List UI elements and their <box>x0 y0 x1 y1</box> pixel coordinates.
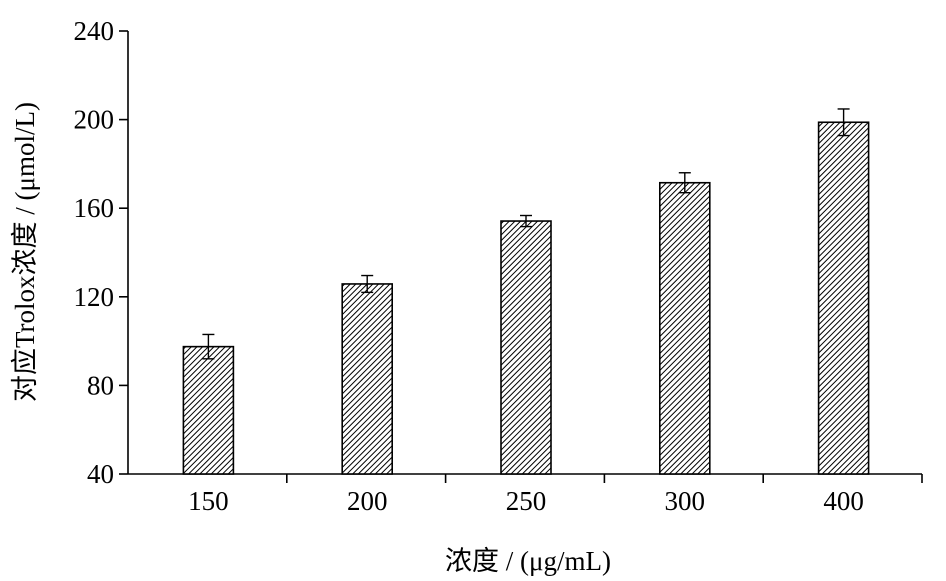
x-tick-label: 150 <box>188 486 229 516</box>
bar-200 <box>341 283 394 475</box>
error-bar-400 <box>837 108 850 137</box>
error-bar-200 <box>361 274 374 294</box>
error-bar-250 <box>520 214 532 228</box>
bar-150 <box>182 345 235 475</box>
x-tick-label: 250 <box>506 486 547 516</box>
bars <box>182 121 870 475</box>
error-bar-150 <box>202 333 215 360</box>
y-tick-label: 40 <box>87 459 114 489</box>
bar-300 <box>658 181 711 475</box>
x-ticks: 150 200 250 300 400 <box>188 474 923 516</box>
error-bar-300 <box>678 172 691 194</box>
error-bars <box>202 108 850 360</box>
x-tick-label: 200 <box>347 486 388 516</box>
y-tick-label: 80 <box>87 370 114 400</box>
y-tick-label: 200 <box>74 105 115 135</box>
x-axis-label: 浓度 / (μg/mL) <box>445 546 611 576</box>
y-tick-label: 240 <box>74 16 115 46</box>
bar-250 <box>500 220 552 475</box>
bar-400 <box>817 121 870 475</box>
y-tick-label: 120 <box>74 282 115 312</box>
y-tick-label: 160 <box>74 193 115 223</box>
x-tick-label: 400 <box>823 486 864 516</box>
y-axis-label: 对应Trolox浓度 / (μmol/L) <box>10 102 40 402</box>
x-tick-label: 300 <box>665 486 706 516</box>
y-ticks: 40 80 120 160 200 240 <box>74 16 128 489</box>
